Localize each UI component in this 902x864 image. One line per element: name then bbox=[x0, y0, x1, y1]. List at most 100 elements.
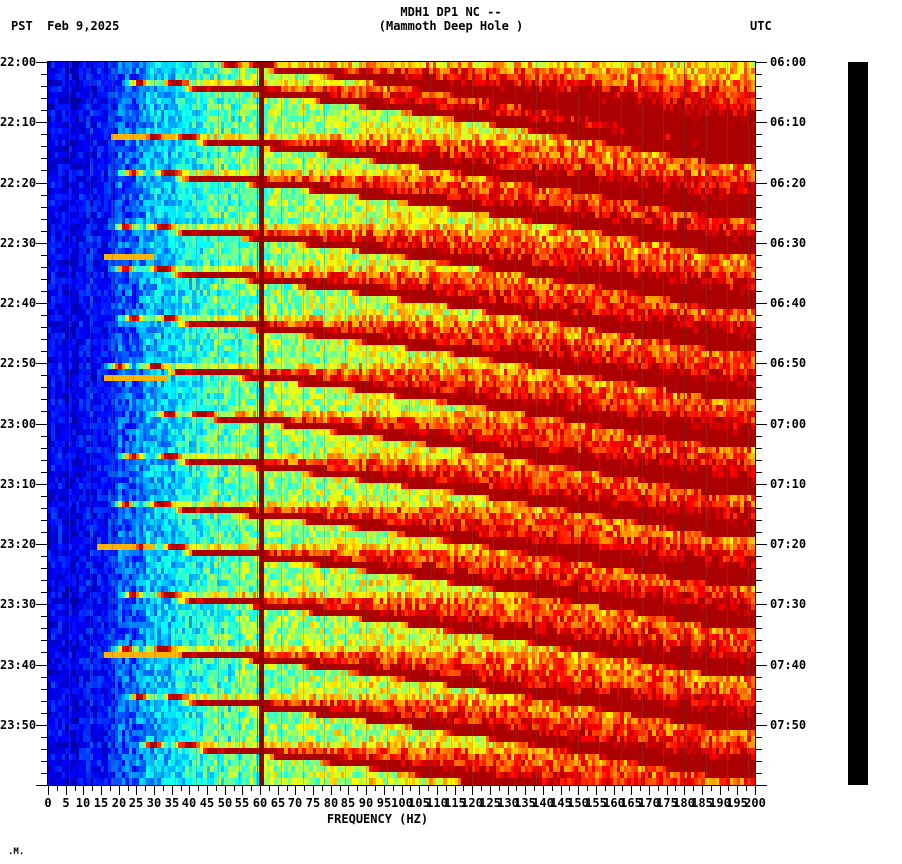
time-tick-major-left bbox=[36, 604, 47, 605]
freq-tick-major bbox=[366, 786, 367, 795]
time-tick-minor-left bbox=[41, 387, 47, 388]
time-tick-minor-left bbox=[41, 532, 47, 533]
time-tick-minor-left bbox=[41, 508, 47, 509]
frequency-label: 55 bbox=[234, 796, 250, 810]
time-tick-minor-right bbox=[756, 689, 762, 690]
freq-tick-major bbox=[543, 786, 544, 795]
time-tick-major-right bbox=[756, 62, 767, 63]
frequency-label: 35 bbox=[164, 796, 180, 810]
time-tick-minor-left bbox=[41, 411, 47, 412]
freq-tick-minor bbox=[145, 786, 146, 791]
freq-tick-major bbox=[154, 786, 155, 795]
freq-tick-major bbox=[260, 786, 261, 795]
freq-tick-minor bbox=[234, 786, 235, 791]
time-tick-minor-left bbox=[41, 496, 47, 497]
freq-tick-major bbox=[119, 786, 120, 795]
time-tick-major-left bbox=[36, 424, 47, 425]
time-tick-minor-right bbox=[756, 436, 762, 437]
time-tick-minor-left bbox=[41, 267, 47, 268]
freq-tick-minor bbox=[198, 786, 199, 791]
time-tick-minor-right bbox=[756, 158, 762, 159]
time-tick-minor-right bbox=[756, 339, 762, 340]
freq-tick-major bbox=[614, 786, 615, 795]
time-tick-minor-right bbox=[756, 568, 762, 569]
time-tick-minor-right bbox=[756, 677, 762, 678]
time-tick-minor-left bbox=[41, 158, 47, 159]
freq-tick-minor bbox=[446, 786, 447, 791]
freq-tick-major bbox=[720, 786, 721, 795]
time-tick-minor-right bbox=[756, 652, 762, 653]
time-tick-minor-right bbox=[756, 556, 762, 557]
freq-tick-minor bbox=[304, 786, 305, 791]
freq-tick-minor bbox=[322, 786, 323, 791]
time-tick-minor-right bbox=[756, 231, 762, 232]
time-tick-minor-right bbox=[756, 98, 762, 99]
frequency-label: 50 bbox=[217, 796, 233, 810]
time-tick-minor-left bbox=[41, 749, 47, 750]
freq-tick-major bbox=[172, 786, 173, 795]
freq-tick-minor bbox=[534, 786, 535, 791]
time-tick-minor-right bbox=[756, 315, 762, 316]
time-tick-minor-right bbox=[756, 761, 762, 762]
time-tick-minor-left bbox=[41, 86, 47, 87]
freq-tick-major bbox=[437, 786, 438, 795]
time-tick-major-left bbox=[36, 665, 47, 666]
time-tick-minor-left bbox=[41, 592, 47, 593]
time-tick-major-right bbox=[756, 363, 767, 364]
time-tick-major-right bbox=[756, 785, 767, 786]
frequency-label: 125 bbox=[479, 796, 501, 810]
freq-tick-minor bbox=[287, 786, 288, 791]
frequency-label: 80 bbox=[323, 796, 339, 810]
time-tick-major-left bbox=[36, 785, 47, 786]
freq-tick-major bbox=[278, 786, 279, 795]
freq-tick-minor bbox=[393, 786, 394, 791]
colorbar-strip bbox=[848, 62, 868, 785]
time-tick-minor-right bbox=[756, 496, 762, 497]
time-tick-minor-right bbox=[756, 375, 762, 376]
time-label-left: 22:40 bbox=[0, 296, 37, 310]
time-tick-minor-right bbox=[756, 399, 762, 400]
time-tick-minor-right bbox=[756, 592, 762, 593]
frequency-label: 180 bbox=[673, 796, 695, 810]
freq-tick-major bbox=[419, 786, 420, 795]
time-tick-minor-right bbox=[756, 134, 762, 135]
time-label-right: 06:10 bbox=[770, 115, 807, 129]
frequency-label: 10 bbox=[75, 796, 91, 810]
time-tick-major-left bbox=[36, 363, 47, 364]
freq-tick-minor bbox=[181, 786, 182, 791]
frequency-label: 150 bbox=[567, 796, 589, 810]
freq-tick-minor bbox=[605, 786, 606, 791]
freq-tick-minor bbox=[640, 786, 641, 791]
time-tick-minor-left bbox=[41, 146, 47, 147]
freq-tick-major bbox=[48, 786, 49, 795]
frequency-label: 195 bbox=[726, 796, 748, 810]
time-tick-minor-right bbox=[756, 267, 762, 268]
frequency-label: 120 bbox=[461, 796, 483, 810]
frequency-label: 185 bbox=[691, 796, 713, 810]
time-tick-minor-left bbox=[41, 701, 47, 702]
header-station-code: MDH1 DP1 NC -- bbox=[400, 5, 502, 19]
time-tick-minor-right bbox=[756, 737, 762, 738]
freq-tick-minor bbox=[569, 786, 570, 791]
time-label-left: 23:30 bbox=[0, 597, 37, 611]
frequency-label: 130 bbox=[497, 796, 519, 810]
time-label-right: 06:00 bbox=[770, 55, 807, 69]
time-tick-minor-right bbox=[756, 387, 762, 388]
time-tick-minor-right bbox=[756, 713, 762, 714]
time-tick-minor-right bbox=[756, 411, 762, 412]
time-tick-major-left bbox=[36, 62, 47, 63]
time-label-right: 07:30 bbox=[770, 597, 807, 611]
time-tick-minor-right bbox=[756, 616, 762, 617]
spectrogram-canvas[interactable] bbox=[48, 62, 755, 785]
time-tick-minor-right bbox=[756, 327, 762, 328]
frequency-label: 115 bbox=[444, 796, 466, 810]
time-tick-minor-left bbox=[41, 351, 47, 352]
freq-tick-minor bbox=[622, 786, 623, 791]
time-tick-major-left bbox=[36, 122, 47, 123]
time-tick-minor-right bbox=[756, 146, 762, 147]
spectrogram-plot-area[interactable] bbox=[48, 62, 755, 785]
freq-tick-minor bbox=[110, 786, 111, 791]
time-label-left: 22:10 bbox=[0, 115, 37, 129]
time-tick-minor-left bbox=[41, 255, 47, 256]
